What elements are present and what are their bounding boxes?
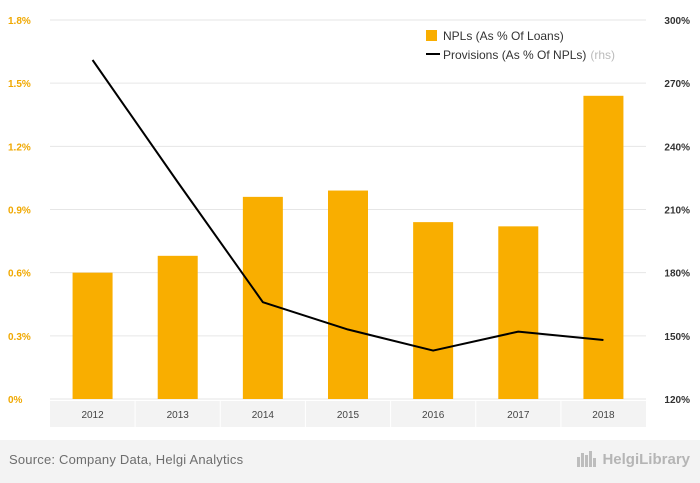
x-tick-label: 2016	[422, 410, 445, 421]
right-tick-label: 240%	[664, 142, 690, 153]
brand: HelgiLibrary	[576, 449, 690, 469]
npl-bars	[72, 95, 624, 400]
right-tick-label: 300%	[664, 16, 690, 27]
left-tick-label: 0%	[8, 395, 23, 406]
right-tick-label: 150%	[664, 332, 690, 343]
x-axis-band	[50, 401, 646, 427]
right-tick-label: 180%	[664, 269, 690, 280]
provisions-line-layer	[91, 59, 604, 352]
npl-bar	[583, 95, 624, 400]
legend-label-provisions-text: Provisions (As % Of NPLs)	[443, 48, 586, 62]
right-tick-label: 210%	[664, 206, 690, 217]
legend-label-provisions: Provisions (As % Of NPLs) (rhs)	[443, 48, 615, 62]
footer: Source: Company Data, Helgi Analytics He…	[0, 440, 700, 483]
npl-bar	[157, 255, 198, 399]
left-tick-label: 0.3%	[8, 332, 31, 343]
x-tick-label: 2017	[507, 410, 530, 421]
x-tick-label: 2012	[81, 410, 104, 421]
helgi-library-logo-icon	[576, 449, 598, 469]
legend-swatch-npl	[426, 30, 437, 41]
left-tick-label: 1.2%	[8, 142, 31, 153]
left-tick-label: 0.9%	[8, 206, 31, 217]
x-tick-label: 2015	[337, 410, 360, 421]
brand-name: HelgiLibrary	[602, 450, 690, 468]
right-tick-label: 120%	[664, 395, 690, 406]
source-note: Source: Company Data, Helgi Analytics	[9, 452, 244, 467]
npl-bar	[328, 190, 368, 399]
x-tick-label: 2018	[592, 410, 615, 421]
legend-rhs-note: (rhs)	[590, 48, 615, 62]
left-tick-label: 0.6%	[8, 269, 31, 280]
npl-bar	[498, 226, 539, 399]
provisions-line	[91, 59, 604, 352]
npl-bar	[72, 272, 113, 399]
legend: NPLs (As % Of Loans) Provisions (As % Of…	[426, 29, 615, 62]
left-axis-ticks: 0% 0.3% 0.6% 0.9% 1.2% 1.5% 1.8%	[8, 16, 31, 406]
x-axis-labels: 2012 2013 2014 2015 2016 2017 2018	[81, 401, 615, 427]
left-tick-label: 1.5%	[8, 79, 31, 90]
chart-svg: 0% 0.3% 0.6% 0.9% 1.2% 1.5% 1.8% 120% 150% 180% 2…	[8, 16, 690, 427]
left-tick-label: 1.8%	[8, 16, 31, 27]
npl-bar	[413, 222, 454, 399]
x-tick-label: 2013	[167, 410, 190, 421]
npl-bar	[242, 196, 283, 399]
right-axis-ticks: 120% 150% 180% 210% 240% 270% 300%	[664, 16, 690, 406]
legend-label-npl: NPLs (As % Of Loans)	[443, 29, 564, 43]
right-tick-label: 270%	[664, 79, 690, 90]
x-tick-label: 2014	[252, 410, 275, 421]
